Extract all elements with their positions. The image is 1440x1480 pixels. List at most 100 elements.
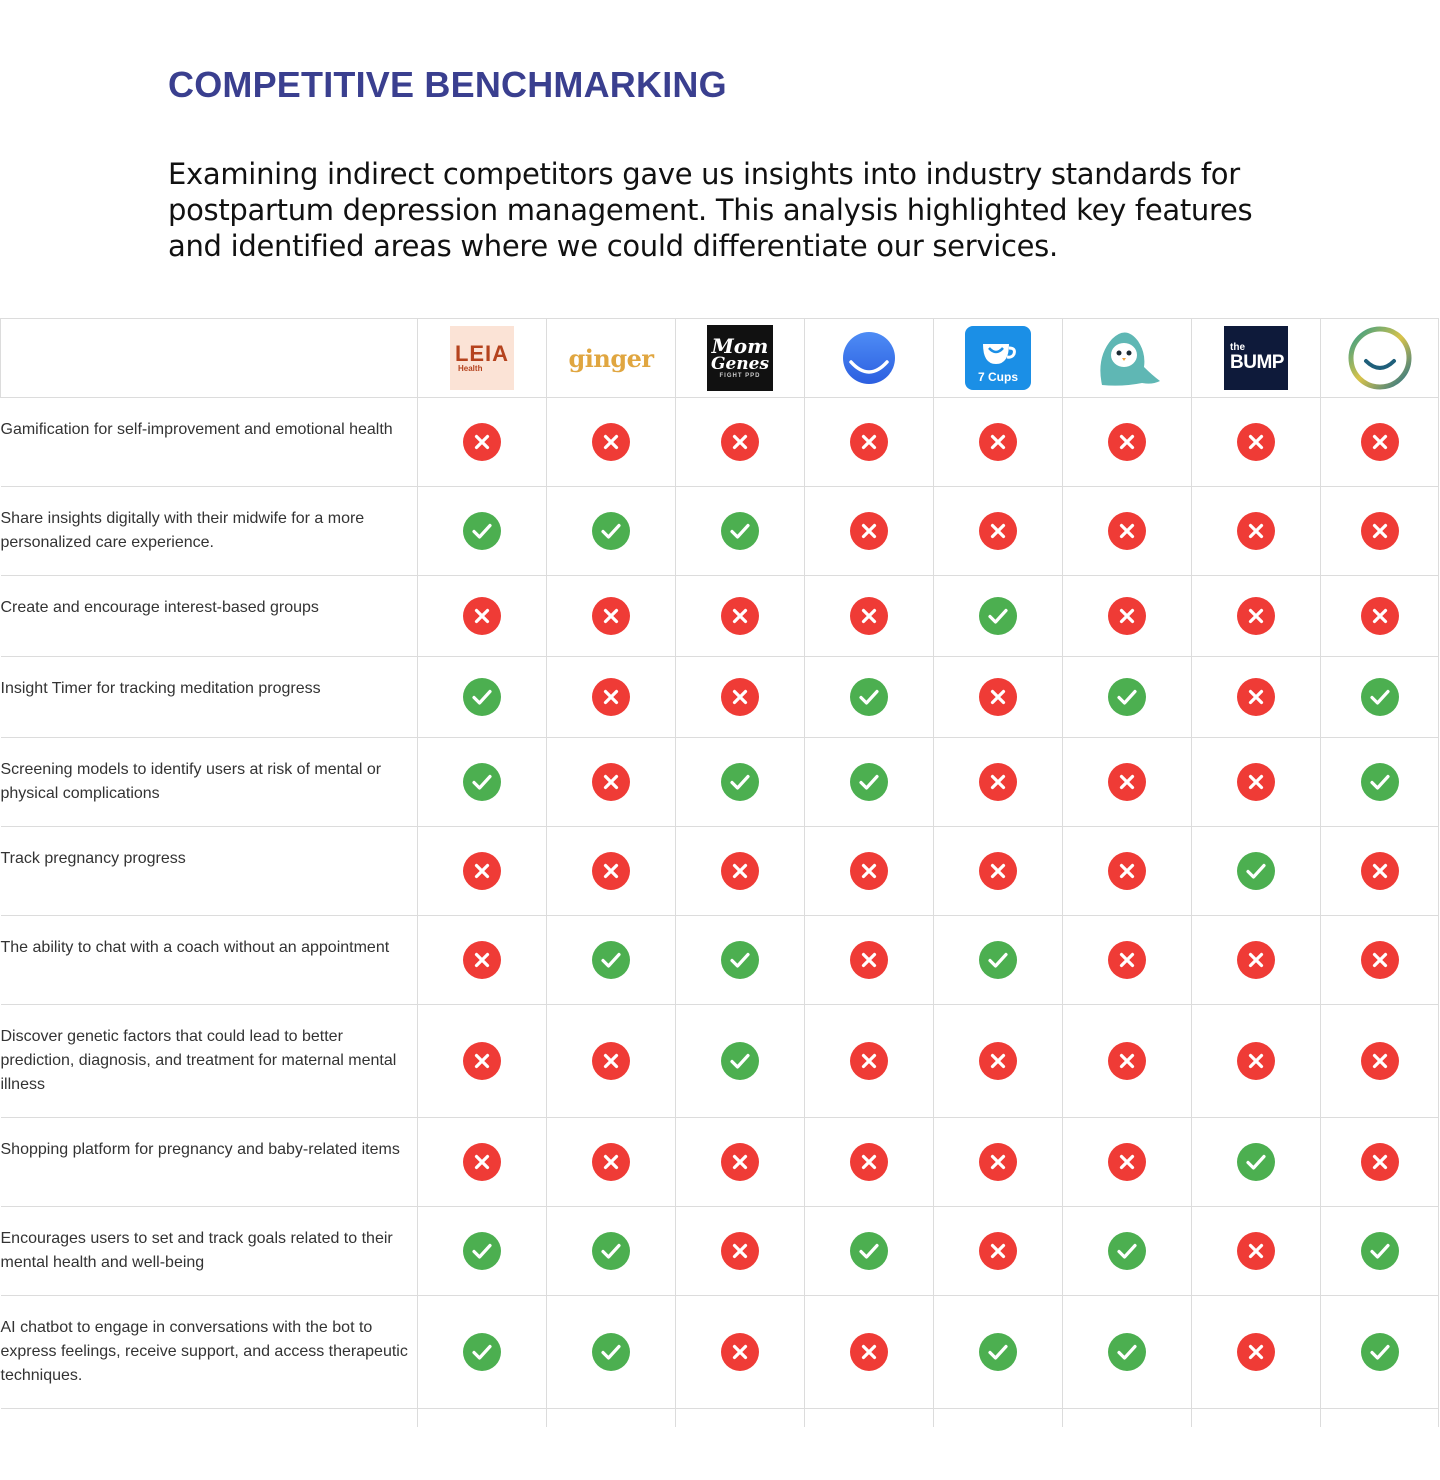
mark-cell <box>804 1004 934 1118</box>
cross-icon <box>1108 423 1146 461</box>
cross-icon <box>592 678 630 716</box>
mark-cell <box>933 1206 1063 1296</box>
mom-genes-logo: Mom Genes FIGHT PPD <box>707 325 773 391</box>
competitor-header-leia: LEIA Health <box>417 318 547 398</box>
mark-cell <box>1062 1295 1192 1409</box>
table-row: Insight Timer for tracking meditation pr… <box>0 656 1439 738</box>
cross-icon <box>592 1042 630 1080</box>
cross-icon <box>592 852 630 890</box>
check-icon <box>1360 763 1399 801</box>
mark-cell <box>933 575 1063 657</box>
mark-cell <box>1320 1117 1439 1207</box>
mark-cell <box>804 397 934 487</box>
cross-icon <box>721 852 759 890</box>
mark-cell <box>675 1295 805 1409</box>
cross-icon <box>1108 1042 1146 1080</box>
feature-label: Share insights digitally with their midw… <box>0 510 365 551</box>
mark-cell <box>1062 486 1192 576</box>
cross-icon <box>1360 852 1399 890</box>
cross-icon <box>721 678 759 716</box>
table-row: Gamification for self-improvement and em… <box>0 397 1439 487</box>
feature-cell: Shopping platform for pregnancy and baby… <box>0 1117 418 1207</box>
check-icon <box>592 1232 630 1270</box>
feature-cell: The ability to chat with a coach without… <box>0 915 418 1005</box>
mark-cell <box>933 1295 1063 1409</box>
cross-icon <box>979 1232 1017 1270</box>
mark-cell <box>1191 656 1321 738</box>
check-icon <box>463 763 501 801</box>
mark-cell <box>546 915 676 1005</box>
feature-cell: Track pregnancy progress <box>0 826 418 916</box>
feature-cell: Encourages users to set and track goals … <box>0 1206 418 1296</box>
cross-icon <box>1237 1232 1275 1270</box>
mark-cell <box>1062 915 1192 1005</box>
cross-icon <box>979 678 1017 716</box>
mark-cell <box>675 915 805 1005</box>
mark-cell <box>546 826 676 916</box>
cross-icon <box>1108 512 1146 550</box>
table-row: AI chatbot to engage in conversations wi… <box>0 1295 1439 1409</box>
mark-cell <box>546 575 676 657</box>
mark-cell <box>1191 1117 1321 1207</box>
competitor-header-7-cups: 7 Cups <box>933 318 1063 398</box>
mark-cell <box>417 1295 547 1409</box>
mark-cell <box>417 656 547 738</box>
cross-icon <box>1237 678 1275 716</box>
feature-label: Shopping platform for pregnancy and baby… <box>0 1141 400 1158</box>
mark-cell <box>1191 575 1321 657</box>
cross-icon <box>592 423 630 461</box>
competitor-header-gradient-smile <box>1320 318 1439 398</box>
check-icon <box>979 597 1017 635</box>
mark-cell <box>933 486 1063 576</box>
cross-icon <box>721 1232 759 1270</box>
feature-cell: Screening models to identify users at ri… <box>0 737 418 827</box>
the-bump-logo: the BUMP <box>1224 326 1288 390</box>
feature-label: The ability to chat with a coach without… <box>0 939 390 956</box>
leia-health-logo: LEIA Health <box>450 326 514 390</box>
check-icon <box>592 1333 630 1371</box>
cross-icon <box>721 1143 759 1181</box>
cross-icon <box>1237 597 1275 635</box>
mark-cell <box>804 826 934 916</box>
table-row: Shopping platform for pregnancy and baby… <box>0 1117 1439 1207</box>
check-icon <box>592 512 630 550</box>
mark-cell <box>933 397 1063 487</box>
cross-icon <box>850 512 888 550</box>
mark-cell <box>804 737 934 827</box>
feature-cell: Create and encourage interest-based grou… <box>0 575 418 657</box>
mark-cell <box>1062 397 1192 487</box>
mark-cell <box>417 575 547 657</box>
tail-cell <box>933 1408 1063 1427</box>
seven-cups-logo: 7 Cups <box>965 326 1031 390</box>
intro-paragraph: Examining indirect competitors gave us i… <box>168 157 1253 263</box>
feature-label: Screening models to identify users at ri… <box>0 761 382 802</box>
table-row: The ability to chat with a coach without… <box>0 915 1439 1005</box>
feature-cell: AI chatbot to engage in conversations wi… <box>0 1295 418 1409</box>
cross-icon <box>979 763 1017 801</box>
cross-icon <box>463 597 501 635</box>
mark-cell <box>417 397 547 487</box>
cup-icon <box>983 344 1016 364</box>
cross-icon <box>1360 1042 1399 1080</box>
check-icon <box>1237 852 1275 890</box>
cross-icon <box>721 597 759 635</box>
cross-icon <box>850 423 888 461</box>
mark-cell <box>804 915 934 1005</box>
mark-cell <box>804 1117 934 1207</box>
mark-cell <box>546 1004 676 1118</box>
mark-cell <box>675 486 805 576</box>
feature-label: Track pregnancy progress <box>0 850 186 867</box>
mark-cell <box>1191 737 1321 827</box>
header-corner <box>0 318 418 398</box>
logo-row: LEIA Health ginger Mom Genes FIGHT PPD <box>0 318 1439 398</box>
mark-cell <box>1320 826 1439 916</box>
cross-icon <box>592 1143 630 1181</box>
table-row: Share insights digitally with their midw… <box>0 486 1439 576</box>
gradient-smile-logo <box>1348 326 1411 390</box>
mark-cell <box>933 1117 1063 1207</box>
mark-cell <box>933 1004 1063 1118</box>
cross-icon <box>463 1042 501 1080</box>
cross-icon <box>1237 1042 1275 1080</box>
cross-icon <box>850 1333 888 1371</box>
mark-cell <box>1062 826 1192 916</box>
